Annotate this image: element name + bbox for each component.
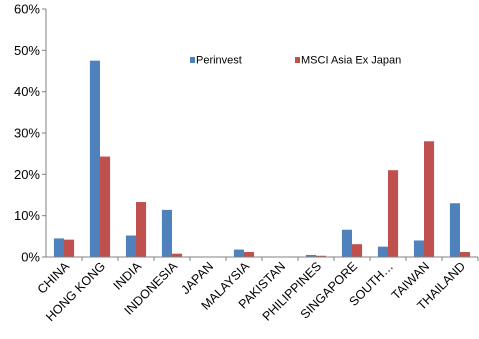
bars (53, 60, 471, 257)
bar-msci-india (136, 202, 147, 257)
y-tick-label: 40% (14, 84, 40, 99)
y-tick-label: 0% (21, 250, 40, 265)
bar-msci-thailand (460, 252, 471, 257)
y-tick-label: 60% (14, 2, 40, 17)
legend-label: Perinvest (196, 55, 242, 67)
bar-msci-singapore (352, 244, 363, 257)
bar-perinvest-taiwan (413, 240, 424, 257)
bar-perinvest-philippines (305, 254, 316, 257)
bar-perinvest-hong-kong (89, 60, 100, 257)
bar-msci-south- (388, 170, 399, 257)
legend-swatch (295, 57, 300, 63)
y-axis: 0% 10% 20% 30% 40% 50% 60% (14, 2, 46, 265)
bar-msci-malaysia (244, 252, 255, 257)
y-tick-label: 20% (14, 167, 40, 182)
bar-msci-hong-kong (100, 156, 111, 257)
bar-perinvest-singapore (341, 229, 352, 257)
axes (45, 9, 478, 258)
bar-perinvest-thailand (449, 203, 460, 257)
bar-perinvest-india (125, 235, 136, 257)
bar-perinvest-malaysia (233, 249, 244, 257)
bar-perinvest-indonesia (161, 209, 172, 257)
legend-swatch (190, 57, 195, 63)
x-tick-label: INDIA (111, 259, 145, 293)
bar-msci-philippines (316, 255, 327, 257)
y-tick-label: 10% (14, 208, 40, 223)
bar-msci-taiwan (424, 141, 435, 257)
legend: Perinvest MSCI Asia Ex Japan (190, 55, 401, 67)
legend-label: MSCI Asia Ex Japan (301, 55, 401, 67)
bar-msci-indonesia (172, 253, 183, 257)
y-tick-label: 50% (14, 43, 40, 58)
bar-msci-china (64, 239, 75, 257)
y-tick-label: 30% (14, 126, 40, 141)
bar-perinvest-south- (377, 246, 388, 257)
bar-perinvest-china (53, 238, 64, 257)
